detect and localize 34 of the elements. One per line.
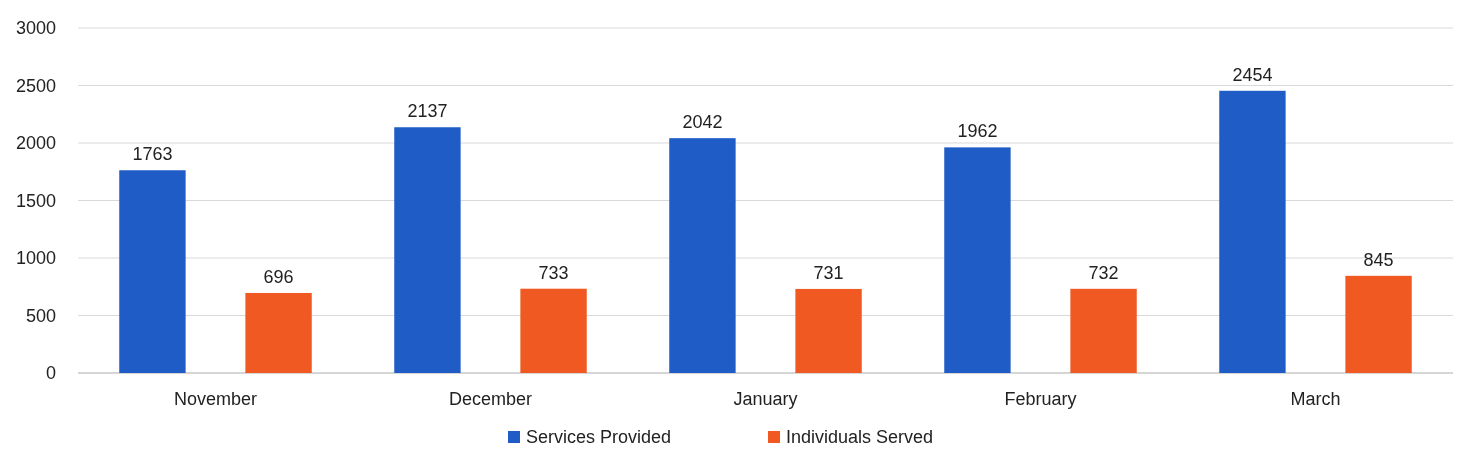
bar: [1345, 275, 1412, 373]
data-label: 1962: [957, 121, 998, 142]
x-tick-label: January: [733, 389, 798, 409]
bar: [394, 127, 461, 373]
data-label: 733: [538, 262, 569, 283]
y-tick-label: 0: [45, 363, 56, 384]
data-label: 845: [1363, 249, 1394, 270]
bar: [795, 288, 862, 373]
legend-label: Individuals Served: [786, 427, 934, 447]
data-label: 731: [813, 262, 844, 283]
y-tick-label: 2000: [15, 133, 56, 154]
bar: [944, 147, 1011, 373]
data-label: 2137: [407, 101, 448, 122]
x-tick-label: December: [448, 389, 533, 409]
y-tick-label: 500: [25, 305, 56, 326]
data-label: 696: [263, 266, 294, 287]
bar: [1070, 288, 1137, 373]
y-tick-label: 1500: [15, 190, 56, 211]
data-label: 2454: [1232, 64, 1273, 85]
bar: [669, 138, 736, 373]
x-tick-label: March: [1290, 389, 1341, 409]
bar: [1219, 90, 1286, 373]
bar: [119, 170, 186, 373]
data-label: 2042: [682, 112, 723, 133]
bar: [520, 288, 587, 373]
legend-label: Services Provided: [526, 427, 672, 447]
data-label: 1763: [132, 144, 173, 165]
data-label: 732: [1088, 262, 1119, 283]
y-tick-label: 1000: [15, 248, 56, 269]
x-tick-label: November: [173, 389, 258, 409]
x-tick-label: February: [1004, 389, 1077, 409]
bar: [245, 292, 312, 373]
y-tick-label: 3000: [15, 18, 56, 39]
y-tick-label: 2500: [15, 75, 56, 96]
